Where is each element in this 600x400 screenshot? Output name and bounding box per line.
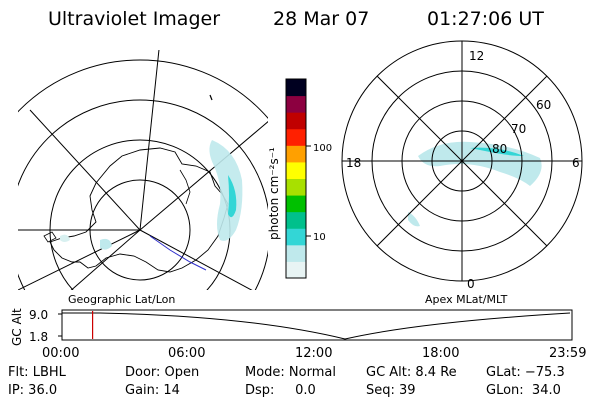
mode-info: Mode: Normal bbox=[245, 365, 336, 380]
geographic-map bbox=[18, 50, 268, 290]
cbar-tick-label-10: 10 bbox=[313, 232, 326, 243]
xaxis-tick-label: 23:59 bbox=[549, 346, 586, 361]
island-outline bbox=[209, 94, 213, 101]
gain-info: Gain: 14 bbox=[125, 383, 180, 398]
meridian bbox=[139, 121, 268, 231]
altitude-plot: 9.0 1.8 GC Alt 00:00 06:00 12:00 18:00 2… bbox=[10, 308, 586, 361]
cbar-unit-label: photon cm⁻²s⁻¹ bbox=[267, 147, 281, 240]
time-label: 01:27:06 UT bbox=[427, 8, 544, 30]
right-map-caption: Apex MLat/MLT bbox=[425, 293, 508, 306]
mlat-label-60: 60 bbox=[536, 98, 551, 112]
meridian bbox=[70, 229, 141, 290]
mlt-label-0: 0 bbox=[467, 277, 475, 291]
terminator-line bbox=[149, 235, 207, 271]
cbar-color-cell bbox=[286, 261, 306, 279]
magnetic-map: 12 18 6 0 60 70 80 bbox=[341, 40, 583, 291]
cbar-color-cell bbox=[286, 228, 306, 246]
altitude-curve bbox=[62, 312, 571, 340]
meridian bbox=[139, 229, 253, 290]
xaxis-tick-label: 06:00 bbox=[168, 346, 205, 361]
mlt-label-12: 12 bbox=[469, 49, 484, 63]
mlt-meridian bbox=[376, 75, 548, 247]
left-map-caption: Geographic Lat/Lon bbox=[68, 293, 175, 306]
xaxis-tick-label: 18:00 bbox=[422, 346, 459, 361]
cbar-color-cell bbox=[286, 112, 306, 130]
cbar-color-cell bbox=[286, 128, 306, 146]
xaxis-tick-label: 00:00 bbox=[42, 346, 79, 361]
cbar-color-cell bbox=[286, 211, 306, 229]
glat-info: GLat: −75.3 bbox=[486, 365, 565, 380]
lat-circle bbox=[18, 59, 268, 119]
cbar-tick-label-100: 100 bbox=[313, 143, 332, 154]
aurora-emission bbox=[209, 140, 243, 241]
door-info: Door: Open bbox=[125, 365, 200, 380]
instrument-title: Ultraviolet Imager bbox=[48, 8, 221, 30]
filter-info: Flt: LBHL bbox=[8, 365, 66, 380]
date-label: 28 Mar 07 bbox=[273, 8, 370, 30]
yaxis-tick-label: 1.8 bbox=[29, 330, 48, 344]
cbar-color-cell bbox=[286, 95, 306, 113]
meridian bbox=[18, 229, 141, 290]
mlat-label-70: 70 bbox=[511, 122, 526, 136]
altitude-plot-frame bbox=[61, 309, 573, 341]
lat-circle bbox=[18, 99, 268, 290]
cbar-color-cell bbox=[286, 145, 306, 163]
cbar-color-cell bbox=[286, 195, 306, 213]
ice-shelf-line bbox=[179, 169, 191, 205]
meridian bbox=[139, 50, 160, 231]
mlt-label-18: 18 bbox=[346, 156, 361, 170]
yaxis-tick-label: 9.0 bbox=[29, 308, 48, 322]
dsp-info: Dsp: 0.0 bbox=[245, 383, 316, 398]
mlat-label-80: 80 bbox=[492, 142, 507, 156]
aurora-emission bbox=[60, 234, 70, 242]
mlt-label-6: 6 bbox=[572, 156, 580, 170]
color-bar: 100 10 photon cm⁻²s⁻¹ bbox=[267, 78, 332, 279]
cbar-color-cell bbox=[286, 161, 306, 179]
aurora-oval-bright bbox=[470, 147, 524, 156]
aurora-emission bbox=[100, 238, 112, 250]
altitude-ylabel: GC Alt bbox=[10, 308, 24, 346]
aurora-emission-bright bbox=[228, 175, 237, 218]
seq-info: Seq: 39 bbox=[366, 383, 416, 398]
glon-info: GLon: 34.0 bbox=[486, 383, 561, 398]
gc-alt-info: GC Alt: 8.4 Re bbox=[366, 365, 457, 380]
aurora-emission bbox=[408, 212, 420, 227]
meridian bbox=[29, 109, 141, 231]
ip-info: IP: 36.0 bbox=[8, 383, 58, 398]
cbar-color-cell bbox=[286, 79, 306, 97]
xaxis-tick-label: 12:00 bbox=[295, 346, 332, 361]
cbar-color-cell bbox=[286, 244, 306, 262]
cbar-color-cell bbox=[286, 178, 306, 196]
island-outline bbox=[43, 231, 57, 243]
